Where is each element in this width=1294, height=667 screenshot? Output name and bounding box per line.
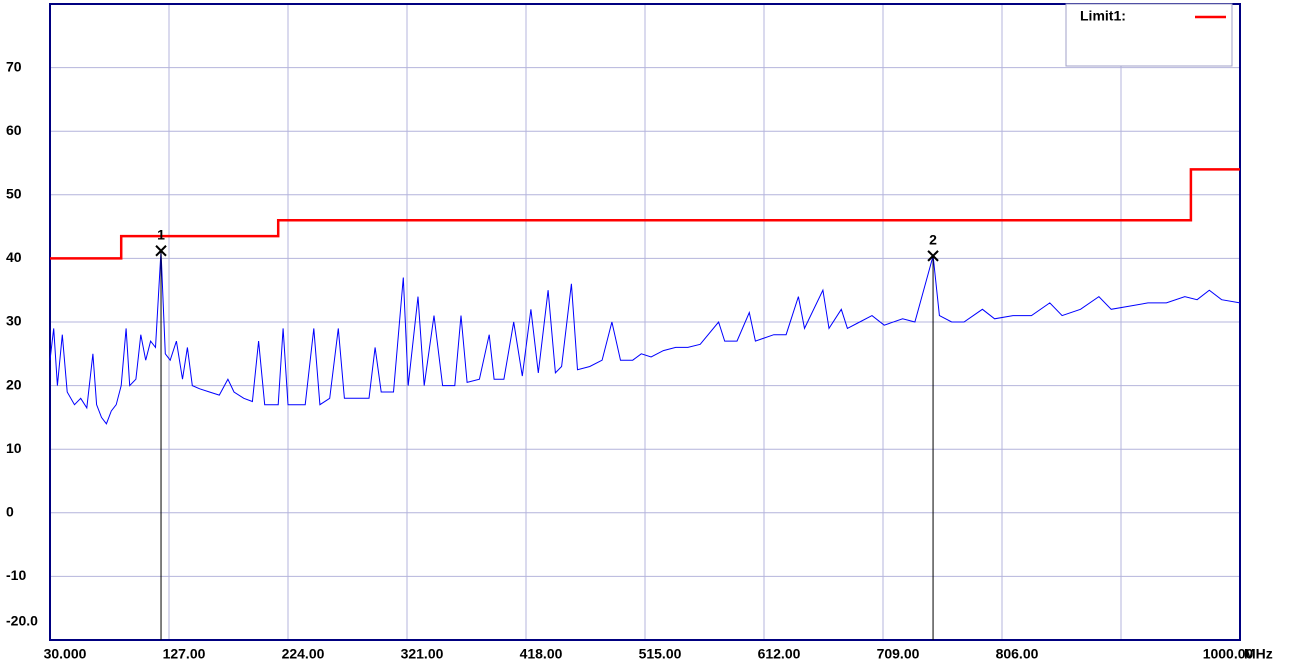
x-tick-label: 321.00	[401, 646, 444, 662]
x-tick-label: 515.00	[639, 646, 682, 662]
y-tick-label: -10	[6, 567, 26, 583]
y-tick-label: 0	[6, 504, 14, 520]
y-tick-label: 50	[6, 186, 22, 202]
y-tick-label: 70	[6, 58, 22, 74]
legend-label: Limit1:	[1080, 8, 1126, 24]
x-tick-label: 224.00	[282, 646, 325, 662]
plot-frame	[49, 3, 1241, 641]
y-tick-label: 20	[6, 376, 22, 392]
x-tick-label: 612.00	[758, 646, 801, 662]
x-tick-label: 30.000	[44, 646, 87, 662]
marker-label: 1	[157, 226, 165, 242]
marker-label: 2	[929, 232, 937, 248]
series-line	[49, 250, 1241, 425]
x-tick-label: 418.00	[520, 646, 563, 662]
legend-box	[1065, 3, 1233, 67]
x-tick-label: 127.00	[163, 646, 206, 662]
y-tick-label: 10	[6, 440, 22, 456]
y-tick-label: 40	[6, 249, 22, 265]
x-tick-label: 709.00	[877, 646, 920, 662]
y-tick-label: 60	[6, 122, 22, 138]
x-tick-label: 1000.00	[1203, 646, 1254, 662]
marker-cross	[927, 250, 939, 262]
y-tick-label: 30	[6, 313, 22, 329]
x-unit: MHz	[1244, 646, 1273, 662]
marker-cross	[155, 245, 167, 257]
y-tick-label: -20.0	[6, 613, 38, 629]
x-tick-label: 806.00	[996, 646, 1039, 662]
series-line	[50, 168, 1240, 260]
